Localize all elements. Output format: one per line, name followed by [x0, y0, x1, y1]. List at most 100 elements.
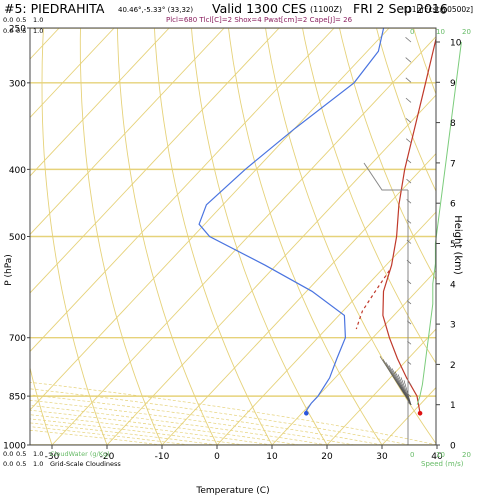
height-tick-label: 3 [450, 321, 456, 331]
y-tick-label: 700 [9, 334, 26, 344]
height-tick-label: 4 [450, 280, 456, 290]
top-scale-1: 1.0 [33, 16, 43, 24]
speed-top-0: 0 [410, 28, 414, 36]
wind-barb [405, 138, 412, 144]
wind-speed-line [416, 41, 462, 405]
dry-adiabat [376, 28, 436, 193]
isotherm [437, 28, 500, 445]
x-tick-label: 10 [266, 452, 278, 462]
speed-bottom-0: 0 [410, 451, 414, 459]
isotherm [30, 28, 115, 119]
valid-date: FRI 2 Sep 2016 [353, 1, 448, 16]
valid-zulu: (1100Z) [310, 5, 342, 14]
speed-label: Speed (m/s) [421, 460, 464, 468]
speed-top-10: 10 [436, 28, 445, 36]
wind-barb-lower [400, 377, 412, 405]
moist-adiabat [30, 381, 436, 445]
dry-adiabat [302, 28, 436, 365]
wind-barb [405, 57, 412, 63]
height-tick-label: 2 [450, 361, 456, 371]
y-axis-title: P (hPa) [4, 254, 14, 286]
x-tick-label: 40 [431, 452, 443, 462]
dry-adiabat [41, 28, 108, 445]
y-tick-label: 250 [9, 25, 26, 35]
cloudiness-label: Grid-Scale Cloudiness [50, 460, 121, 468]
cloudwater-scale-05: 0.5 [16, 450, 26, 458]
wind-barb [406, 300, 412, 305]
height-tick-label: 0 [450, 442, 456, 452]
wind-barb [405, 97, 412, 103]
wind-barb [406, 158, 412, 164]
dry-adiabat [191, 28, 328, 445]
dry-adiabat [117, 28, 218, 445]
isotherm [492, 28, 500, 445]
height-tick-label: 7 [450, 159, 456, 169]
cloudwater-scale-0: 0.0 [3, 450, 13, 458]
y-tick-label: 400 [9, 166, 26, 176]
top-scale2-1: 1.0 [33, 27, 43, 35]
wind-barb [405, 118, 412, 123]
station-title: #5: PIEDRAHITA [4, 1, 105, 16]
dry-adiabat [483, 16, 500, 445]
cloudiness-scale-05: 0.5 [16, 460, 26, 468]
x-tick-label: -10 [155, 452, 170, 462]
y-tick-label: 1000 [3, 442, 26, 452]
height-tick-label: 10 [450, 39, 462, 49]
wind-barb [405, 77, 412, 83]
height-axis-title: Height (km) [452, 215, 463, 275]
cloudwater-scale-1: 1.0 [33, 450, 43, 458]
model-top-outline [363, 162, 408, 191]
wind-barb [406, 239, 412, 244]
y-tick-label: 850 [9, 393, 26, 403]
wind-barb [405, 37, 412, 43]
height-tick-label: 5 [450, 240, 456, 250]
x-tick-label: -20 [100, 452, 115, 462]
x-tick-label: 20 [321, 452, 333, 462]
moist-adiabat [30, 422, 218, 445]
y-tick-label: 300 [9, 79, 26, 89]
forecast-info: [11hrFcst@0500z] [404, 5, 473, 14]
height-tick-label: 1 [450, 401, 456, 411]
cloudiness-scale-0: 0.0 [3, 460, 13, 468]
moist-adiabat [30, 426, 190, 445]
dry-adiabat [338, 28, 436, 281]
temperature-line [382, 36, 436, 414]
isotherm [30, 28, 170, 177]
moist-adiabat [30, 394, 383, 445]
surface-dew-marker [304, 411, 309, 416]
dry-adiabat [228, 28, 383, 445]
moist-adiabat [30, 429, 163, 445]
wind-barb [406, 280, 412, 285]
height-tick-label: 6 [450, 200, 456, 210]
x-axis-title: Temperature (C) [195, 486, 269, 496]
surface-temp-marker [417, 411, 423, 416]
height-tick-label: 8 [450, 119, 456, 129]
speed-top-20: 20 [462, 28, 471, 36]
dry-adiabat [154, 28, 273, 445]
wind-barb-lower [403, 380, 412, 405]
wind-barb [407, 340, 412, 345]
station-coords: 40.46°,-5.33° (33,32) [118, 6, 193, 14]
stability-indices: Plcl=680 Tlcl[C]=2 Shox=4 Pwat[cm]=2 Cap… [166, 16, 353, 24]
wind-barb [406, 199, 412, 204]
x-tick-label: -30 [45, 452, 60, 462]
wind-barb [406, 219, 412, 224]
moist-adiabat [30, 405, 328, 445]
wind-barb [407, 361, 412, 365]
height-tick-label: 9 [450, 79, 456, 89]
wind-barb [406, 178, 412, 184]
top-scale2-0: 0.0 [3, 27, 13, 35]
wind-barb [406, 259, 412, 264]
isotherm [271, 269, 436, 445]
x-tick-label: 0 [214, 452, 220, 462]
dewpoint-line [198, 28, 385, 414]
parcel-line [355, 270, 390, 330]
dry-adiabat [79, 28, 163, 445]
top-scale-0: 0.0 [3, 16, 13, 24]
cloudiness-scale-1: 1.0 [33, 460, 43, 468]
wind-barb [406, 320, 412, 325]
x-tick-label: 30 [376, 452, 388, 462]
top-scale2-05: 0.5 [16, 27, 26, 35]
isotherm [30, 28, 225, 236]
speed-bottom-20: 20 [462, 451, 471, 459]
